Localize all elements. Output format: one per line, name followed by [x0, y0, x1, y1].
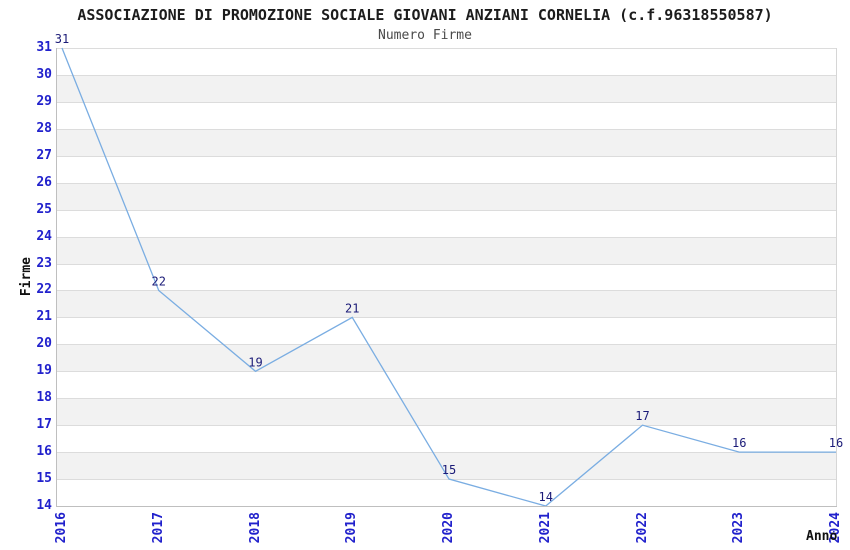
gridline: [57, 74, 836, 76]
y-tick-label: 15: [36, 471, 52, 487]
y-axis-title: Firme: [19, 257, 34, 297]
x-tick-label: 2016: [54, 512, 69, 544]
gridline: [57, 182, 836, 184]
gridline: [57, 479, 836, 481]
gridline: [57, 371, 836, 373]
y-tick-label: 18: [36, 390, 52, 406]
y-tick-label: 26: [36, 174, 52, 190]
y-tick-label: 27: [36, 147, 52, 163]
chart-subtitle: Numero Firme: [378, 28, 472, 43]
gridline: [57, 425, 836, 427]
y-axis-spine: [56, 48, 57, 507]
x-tick-label: 2022: [634, 512, 650, 544]
right-plot-border: [836, 48, 837, 506]
gridline: [57, 101, 836, 103]
gridline: [57, 398, 836, 400]
plot-band: [57, 236, 836, 264]
plot-band: [57, 209, 836, 237]
y-tick-label: 28: [36, 120, 52, 136]
data-point-label: 31: [55, 32, 69, 46]
x-tick-label: 2021: [537, 512, 553, 544]
gridline: [57, 128, 836, 130]
plot-area: 312219211514171616: [55, 32, 843, 507]
data-point-label: 19: [248, 355, 262, 369]
y-tick-label: 24: [36, 228, 52, 244]
x-tick-label: 2018: [247, 512, 263, 544]
plot-band: [57, 371, 836, 399]
line-series-numero-firme: [61, 47, 836, 507]
data-point-label: 21: [345, 301, 359, 315]
y-tick-label: 14: [36, 498, 52, 513]
plot-band: [57, 479, 836, 506]
x-tick-label: 2020: [441, 512, 456, 544]
y-tick-label: 21: [36, 309, 52, 325]
gridline: [57, 48, 836, 49]
x-tick-label: 2023: [731, 512, 747, 544]
series-layer: 312219211514171616: [55, 32, 843, 507]
y-tick-label: 29: [36, 93, 52, 109]
x-tick-label: 2017: [150, 512, 166, 544]
plot-band: [57, 48, 836, 75]
gridline: [57, 344, 836, 346]
plot-band: [57, 155, 836, 183]
y-tick-label: 22: [36, 282, 52, 298]
gridline: [57, 290, 836, 292]
x-axis-title: Anno: [806, 529, 838, 544]
y-tick-label: 25: [36, 201, 52, 217]
data-point-labels: 312219211514171616: [55, 32, 843, 504]
y-tick-label: 20: [36, 336, 52, 352]
y-tick-label: 17: [36, 417, 52, 433]
x-tick-label: 2019: [344, 512, 360, 544]
gridline: [57, 452, 836, 454]
x-axis-spine: [56, 506, 837, 507]
data-point-label: 16: [732, 436, 746, 450]
plot-band: [57, 182, 836, 210]
chart-title: ASSOCIAZIONE DI PROMOZIONE SOCIALE GIOVA…: [77, 6, 773, 24]
plot-band: [57, 74, 836, 102]
data-point-label: 22: [152, 274, 166, 288]
plot-band: [57, 344, 836, 372]
gridline: [57, 236, 836, 238]
plot-band: [57, 263, 836, 291]
gridline: [57, 263, 836, 265]
y-tick-label: 31: [36, 40, 52, 55]
plot-band: [57, 317, 836, 345]
data-point-label: 17: [635, 409, 649, 423]
plot-band: [57, 290, 836, 318]
y-tick-label: 23: [36, 255, 52, 271]
plot-band: [57, 425, 836, 453]
y-tick-label: 30: [36, 66, 52, 82]
y-tick-label: 19: [36, 363, 52, 379]
plot-band: [57, 398, 836, 426]
gridline: [57, 209, 836, 211]
y-tick-label: 16: [36, 444, 52, 460]
gridline: [57, 317, 836, 319]
data-point-label: 14: [539, 490, 553, 504]
plot-band: [57, 101, 836, 129]
data-point-label: 15: [442, 463, 456, 477]
plot-band: [57, 128, 836, 156]
gridline: [57, 155, 836, 157]
